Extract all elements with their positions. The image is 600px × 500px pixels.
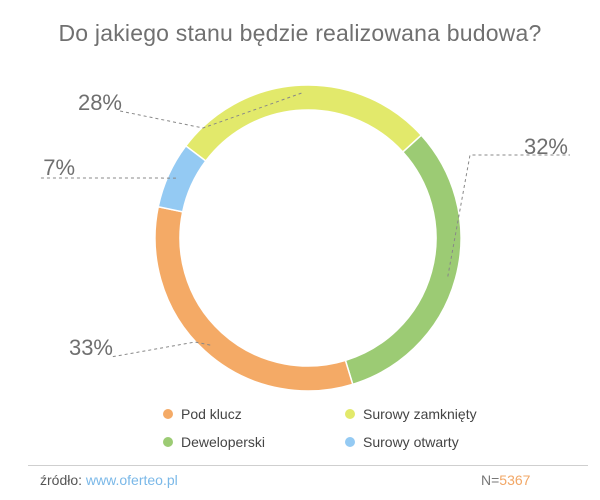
donut-slice-surowy-otwarty: [157, 144, 207, 213]
sample-size-value: 5367: [499, 472, 531, 488]
legend-label: Pod klucz: [181, 406, 242, 422]
donut-slice-surowy-zamknięty: [184, 84, 423, 163]
legend-label: Deweloperski: [181, 434, 266, 450]
legend-item-surowy-zamkniety: Surowy zamknięty: [345, 406, 477, 422]
legend-label: Surowy zamknięty: [363, 406, 477, 422]
source-link[interactable]: www.oferteo.pl: [85, 472, 178, 488]
source-prefix: źródło:: [40, 472, 83, 488]
leader-line: [447, 154, 570, 277]
slice-label: 7%: [43, 155, 75, 180]
donut-slice-pod-klucz: [154, 205, 354, 392]
slice-label: 33%: [69, 335, 113, 360]
sample-size: N=5367: [481, 472, 530, 488]
slice-label: 28%: [78, 90, 122, 115]
leader-line: [119, 92, 302, 129]
source-note: źródło: www.oferteo.pl: [40, 472, 178, 488]
legend-item-pod-klucz: Pod klucz: [163, 406, 242, 422]
legend-swatch: [345, 437, 355, 447]
footer-divider: [28, 465, 588, 466]
slice-label: 32%: [524, 134, 568, 159]
legend-item-surowy-otwarty: Surowy otwarty: [345, 434, 459, 450]
legend-swatch: [163, 437, 173, 447]
legend-item-deweloperski: Deweloperski: [163, 434, 265, 450]
legend-swatch: [163, 409, 173, 419]
donut-chart: 28% 32% 33% 7%: [40, 84, 570, 392]
donut-slice-deweloperski: [344, 134, 462, 386]
leader-line: [110, 341, 211, 358]
legend-swatch: [345, 409, 355, 419]
chart-title: Do jakiego stanu będzie realizowana budo…: [58, 20, 542, 46]
legend-label: Surowy otwarty: [363, 434, 459, 450]
sample-size-prefix: N=: [481, 472, 500, 488]
